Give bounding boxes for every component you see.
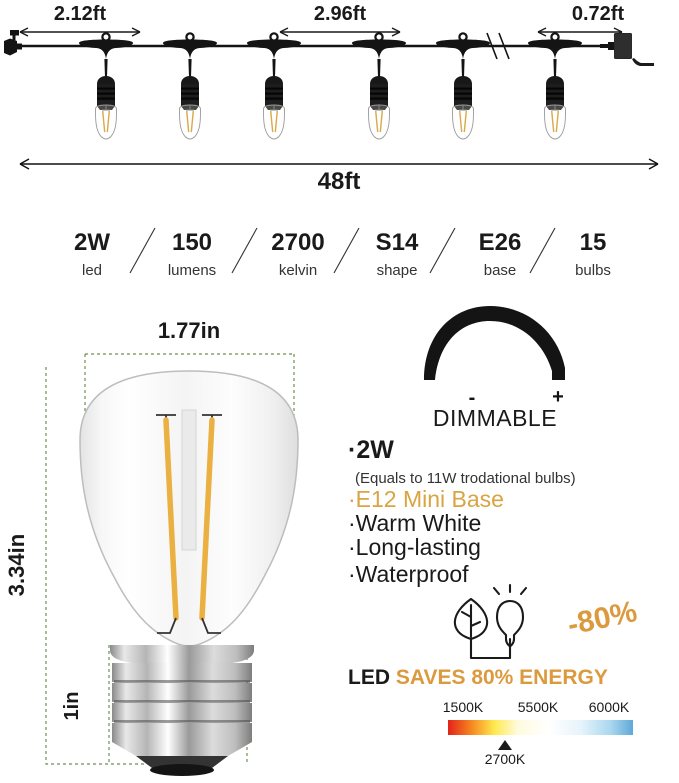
- svg-text:shape: shape: [377, 262, 418, 279]
- svg-text:E26: E26: [479, 229, 522, 256]
- svg-text:·Long-lasting: ·Long-lasting: [348, 534, 481, 560]
- svg-text:1in: 1in: [61, 692, 83, 721]
- svg-text:S14: S14: [376, 229, 419, 256]
- svg-text:·2W: ·2W: [348, 436, 394, 464]
- svg-text:3.34in: 3.34in: [4, 534, 29, 596]
- svg-text:LED SAVES 80% ENERGY: LED SAVES 80% ENERGY: [348, 666, 608, 689]
- svg-text:lumens: lumens: [168, 262, 216, 279]
- svg-text:-80%: -80%: [565, 595, 640, 642]
- svg-text:(Equals to 11W trodational bul: (Equals to 11W trodational bulbs): [355, 470, 576, 487]
- svg-text:15: 15: [580, 229, 607, 256]
- svg-text:1.77in: 1.77in: [158, 318, 220, 343]
- svg-text:6000K: 6000K: [589, 699, 630, 715]
- svg-text:48ft: 48ft: [318, 168, 361, 190]
- svg-text:·E12 Mini Base: ·E12 Mini Base: [348, 486, 504, 512]
- svg-text:kelvin: kelvin: [279, 262, 317, 279]
- svg-text:2700K: 2700K: [485, 751, 526, 767]
- svg-text:·Warm White: ·Warm White: [348, 510, 481, 536]
- svg-text:5500K: 5500K: [518, 699, 559, 715]
- svg-text:bulbs: bulbs: [575, 262, 611, 279]
- svg-text:·Waterproof: ·Waterproof: [348, 561, 469, 587]
- svg-text:led: led: [82, 262, 102, 279]
- svg-text:DIMMABLE: DIMMABLE: [433, 405, 557, 431]
- svg-text:base: base: [484, 262, 517, 279]
- svg-text:2700: 2700: [271, 229, 324, 256]
- svg-text:150: 150: [172, 229, 212, 256]
- svg-text:1500K: 1500K: [443, 699, 484, 715]
- svg-text:2W: 2W: [74, 229, 110, 256]
